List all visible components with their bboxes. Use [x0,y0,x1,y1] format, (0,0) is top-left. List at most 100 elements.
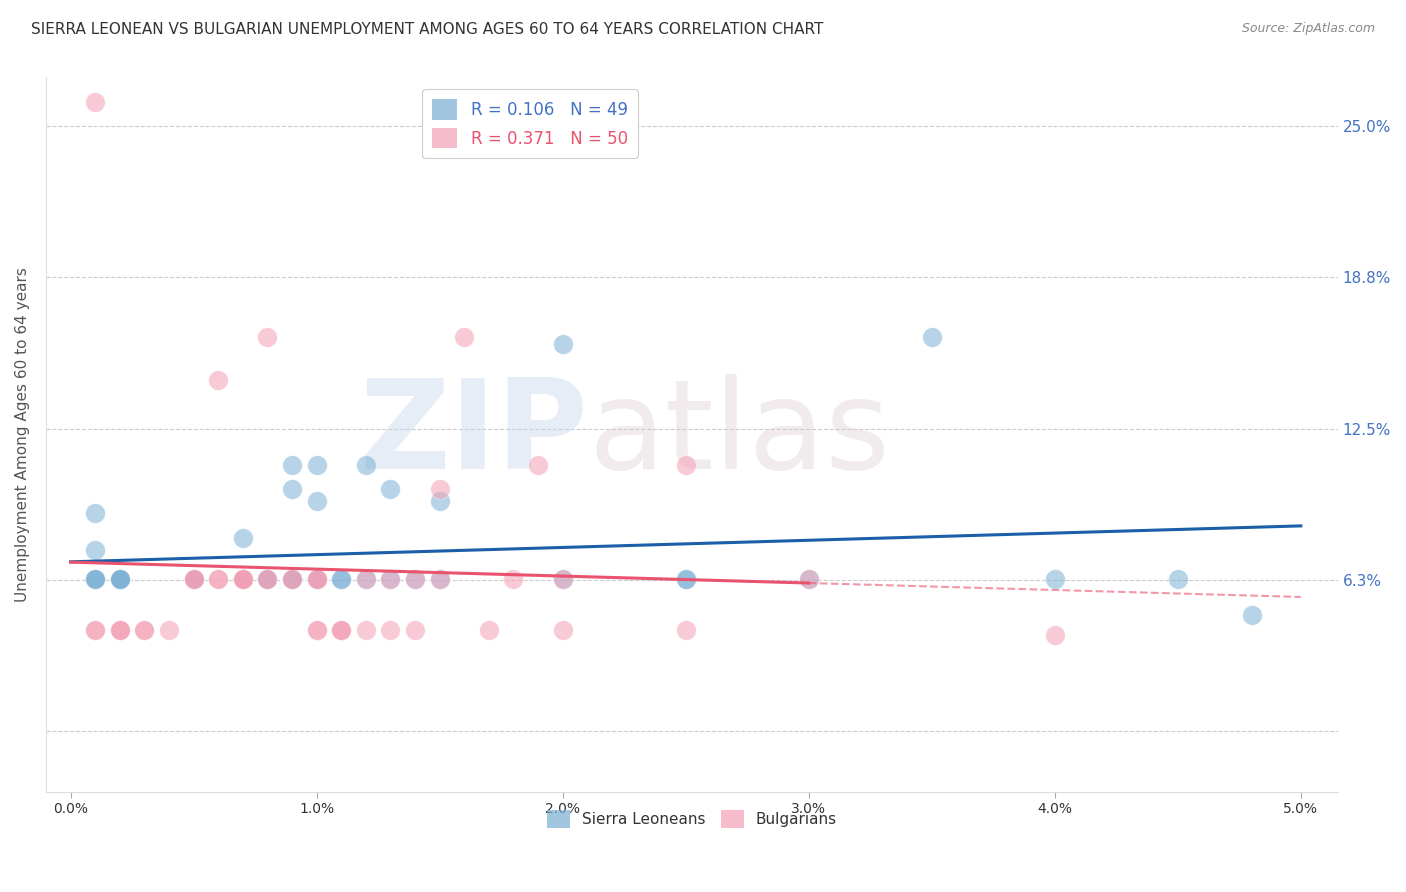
Point [305,572,328,586]
Point [281,572,304,586]
Point [84,572,107,586]
Point [108,623,131,637]
Point [256,572,278,586]
Point [675,623,697,637]
Point [380,482,402,496]
Point [354,623,377,637]
Point [305,623,328,637]
Point [108,572,131,586]
Point [305,572,328,586]
Legend: Sierra Leoneans, Bulgarians: Sierra Leoneans, Bulgarians [541,804,844,834]
Point [256,572,278,586]
Point [551,572,574,586]
Point [281,572,304,586]
Point [183,572,205,586]
Point [551,337,574,351]
Point [354,458,377,472]
Point [183,572,205,586]
Point [675,458,697,472]
Point [305,458,328,472]
Point [108,572,131,586]
Point [183,572,205,586]
Point [305,623,328,637]
Point [429,494,451,508]
Point [84,95,107,109]
Point [84,572,107,586]
Point [1043,627,1066,641]
Point [232,572,254,586]
Point [380,623,402,637]
Point [330,572,353,586]
Point [108,572,131,586]
Point [527,458,550,472]
Point [207,572,229,586]
Point [797,572,820,586]
Point [108,623,131,637]
Point [232,572,254,586]
Point [84,623,107,637]
Point [797,572,820,586]
Point [330,623,353,637]
Point [453,329,475,343]
Point [183,572,205,586]
Text: Source: ZipAtlas.com: Source: ZipAtlas.com [1241,22,1375,36]
Point [183,572,205,586]
Point [183,572,205,586]
Point [232,572,254,586]
Point [232,572,254,586]
Point [380,572,402,586]
Point [1240,608,1263,623]
Point [256,572,278,586]
Point [551,623,574,637]
Text: ZIP: ZIP [360,375,589,495]
Point [551,572,574,586]
Point [256,329,278,343]
Point [232,572,254,586]
Y-axis label: Unemployment Among Ages 60 to 64 years: Unemployment Among Ages 60 to 64 years [15,268,30,602]
Point [502,572,524,586]
Text: atlas: atlas [589,375,890,495]
Point [675,572,697,586]
Point [330,623,353,637]
Point [305,572,328,586]
Text: SIERRA LEONEAN VS BULGARIAN UNEMPLOYMENT AMONG AGES 60 TO 64 YEARS CORRELATION C: SIERRA LEONEAN VS BULGARIAN UNEMPLOYMENT… [31,22,824,37]
Point [207,572,229,586]
Point [134,623,156,637]
Point [429,482,451,496]
Point [183,572,205,586]
Point [1043,572,1066,586]
Point [330,572,353,586]
Point [157,623,180,637]
Point [921,329,943,343]
Point [281,482,304,496]
Point [134,623,156,637]
Point [380,572,402,586]
Point [232,572,254,586]
Point [84,623,107,637]
Point [404,623,426,637]
Point [84,572,107,586]
Point [84,542,107,557]
Point [354,572,377,586]
Point [108,623,131,637]
Point [429,572,451,586]
Point [404,572,426,586]
Point [281,572,304,586]
Point [1167,572,1189,586]
Point [281,572,304,586]
Point [429,572,451,586]
Point [404,572,426,586]
Point [281,458,304,472]
Point [305,572,328,586]
Point [330,623,353,637]
Point [478,623,501,637]
Point [84,507,107,521]
Point [232,531,254,545]
Point [256,572,278,586]
Point [281,572,304,586]
Point [675,572,697,586]
Point [207,373,229,387]
Point [108,572,131,586]
Point [256,572,278,586]
Point [354,572,377,586]
